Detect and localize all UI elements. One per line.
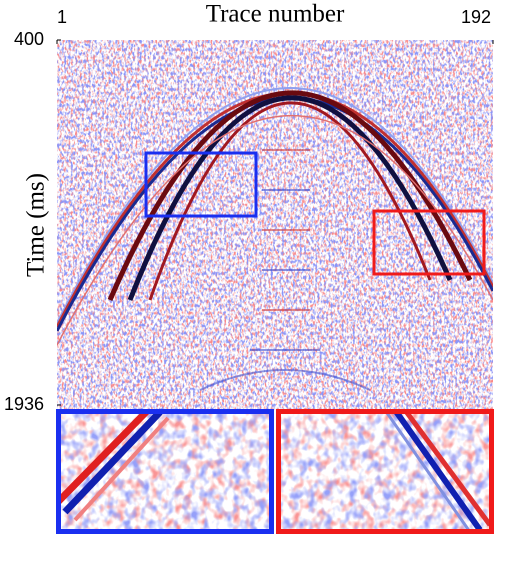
zoom-inset-red bbox=[276, 409, 494, 534]
zoom-inset-blue bbox=[56, 409, 274, 534]
y-axis-title: Time (ms) bbox=[23, 173, 50, 277]
y-tick-label: 400 bbox=[14, 29, 44, 49]
y-tick-label: 1936 bbox=[4, 394, 44, 414]
x-axis-title: Trace number bbox=[206, 1, 345, 28]
seismic-image bbox=[57, 40, 493, 410]
x-tick-label: 1 bbox=[57, 7, 67, 27]
x-tick-label: 192 bbox=[461, 7, 491, 27]
